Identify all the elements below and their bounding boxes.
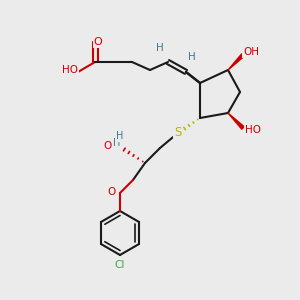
Text: H: H [156, 43, 164, 53]
Text: HO: HO [62, 65, 78, 75]
Text: O: O [104, 141, 112, 151]
Text: H: H [188, 52, 196, 62]
Text: H: H [113, 138, 121, 148]
Text: Cl: Cl [115, 260, 125, 270]
Text: H: H [116, 131, 124, 141]
Text: O: O [108, 187, 116, 197]
Text: S: S [174, 127, 182, 140]
Text: OH: OH [243, 47, 259, 57]
Text: HO: HO [245, 125, 261, 135]
Polygon shape [228, 54, 244, 70]
Polygon shape [186, 72, 200, 83]
Polygon shape [228, 113, 244, 129]
Text: O: O [94, 37, 102, 47]
